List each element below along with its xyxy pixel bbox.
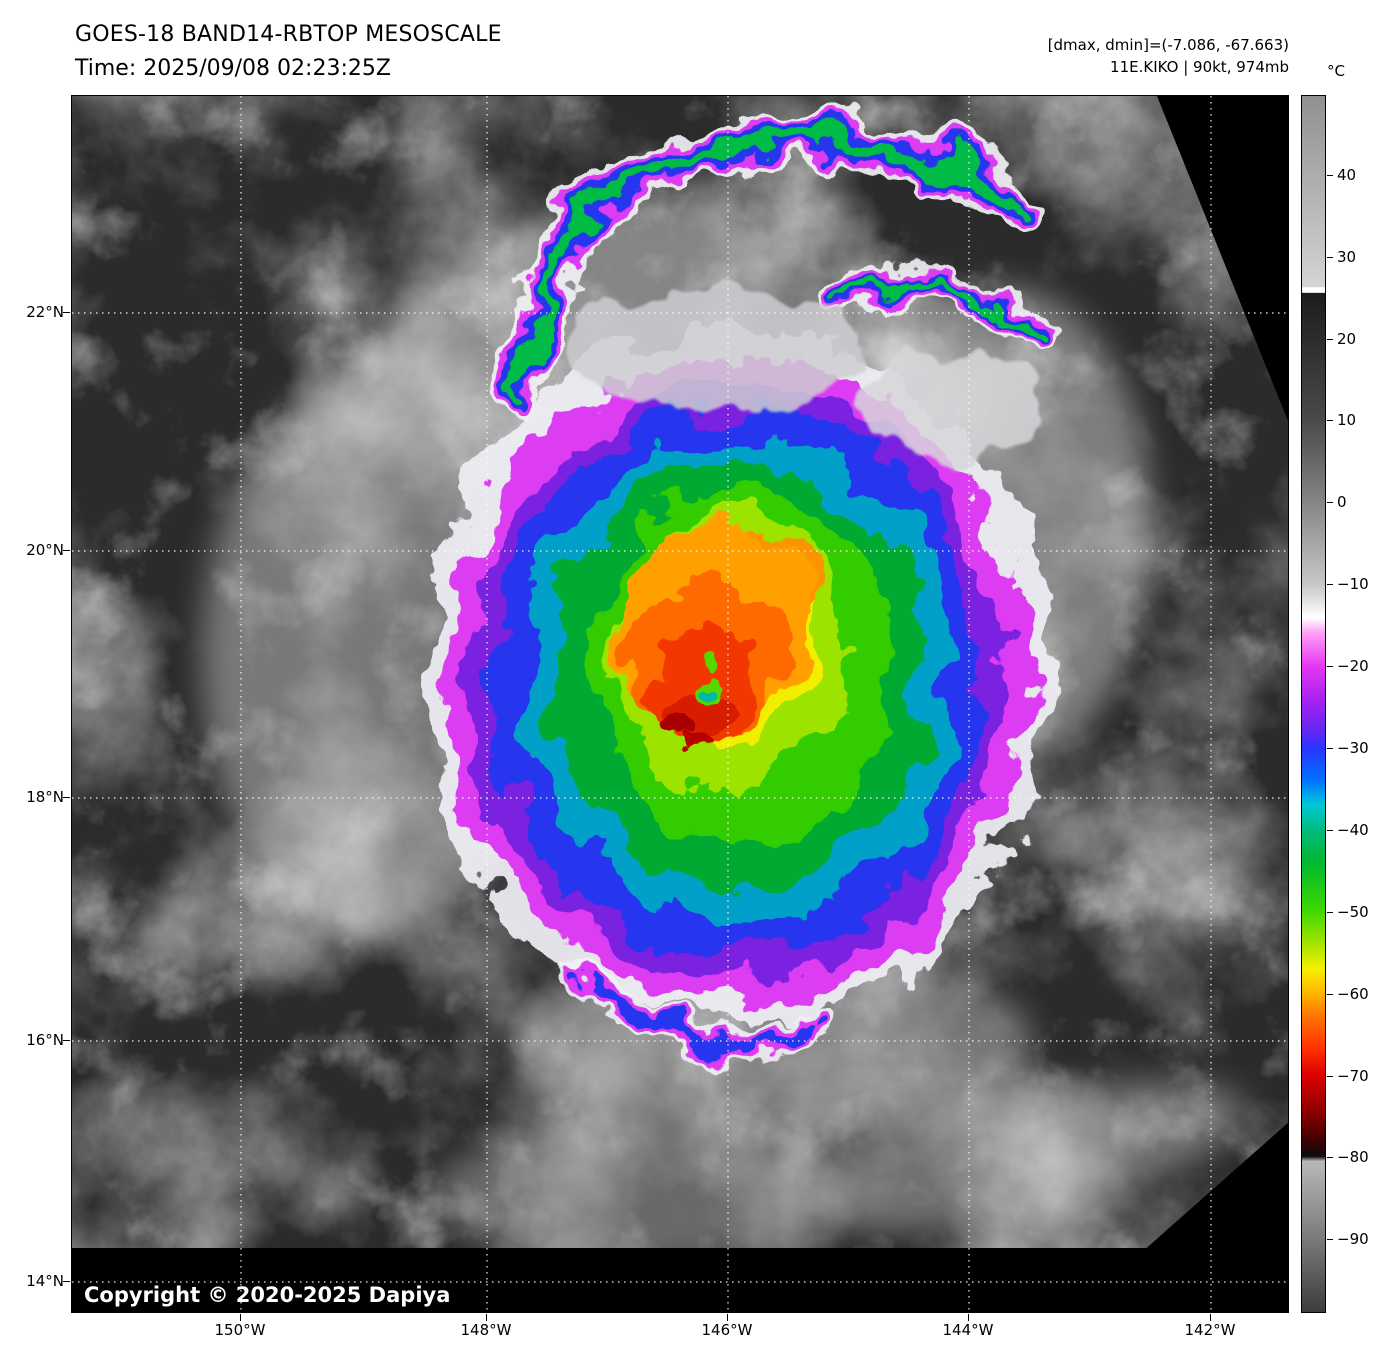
copyright: Copyright © 2020-2025 Dapiya — [84, 1283, 450, 1307]
colorbar-tick — [1327, 420, 1333, 421]
colorbar-unit: °C — [1327, 62, 1345, 80]
colorbar-tick — [1327, 257, 1333, 258]
axis-tick — [63, 797, 70, 798]
lat-label: 18°N — [26, 788, 64, 806]
colorbar-tick-label: −50 — [1337, 903, 1369, 921]
lon-label: 142°W — [1184, 1321, 1236, 1339]
axis-tick — [727, 1314, 728, 1321]
lat-label: 14°N — [26, 1272, 64, 1290]
colorbar-tick — [1327, 584, 1333, 585]
colorbar-tick — [1327, 830, 1333, 831]
colorbar — [1301, 95, 1326, 1313]
colorbar-tick — [1327, 1239, 1333, 1240]
colorbar-tick-label: 20 — [1337, 330, 1357, 348]
axis-tick — [63, 550, 70, 551]
colorbar-tick — [1327, 339, 1333, 340]
lat-label: 20°N — [26, 541, 64, 559]
colorbar-tick-label: −80 — [1337, 1148, 1369, 1166]
axis-tick — [486, 1314, 487, 1321]
storm-readout: 11E.KIKO | 90kt, 974mb — [1110, 58, 1289, 76]
colorbar-tick-label: −30 — [1337, 739, 1369, 757]
dmax-dmin-readout: [dmax, dmin]=(-7.086, -67.663) — [1047, 36, 1289, 54]
lat-label: 16°N — [26, 1031, 64, 1049]
timestamp: Time: 2025/09/08 02:23:25Z — [75, 56, 391, 81]
cloud-notches — [562, 291, 1047, 461]
colorbar-tick-label: 30 — [1337, 248, 1357, 266]
colorbar-tick — [1327, 666, 1333, 667]
lon-label: 144°W — [942, 1321, 994, 1339]
colorbar-tick — [1327, 912, 1333, 913]
lat-label: 22°N — [26, 303, 64, 321]
colorbar-tick-label: 0 — [1337, 493, 1347, 511]
colorbar-tick-label: −70 — [1337, 1067, 1369, 1085]
graticule — [72, 96, 1288, 1312]
axis-tick — [63, 312, 70, 313]
colorbar-tick — [1327, 1157, 1333, 1158]
colorbar-tick-label: −20 — [1337, 657, 1369, 675]
lon-label: 150°W — [214, 1321, 266, 1339]
colorbar-tick-label: −40 — [1337, 821, 1369, 839]
colorbar-tick — [1327, 994, 1333, 995]
colorbar-tick — [1327, 502, 1333, 503]
colorbar-tick-label: −90 — [1337, 1230, 1369, 1248]
colorbar-tick — [1327, 175, 1333, 176]
colorbar-tick — [1327, 1076, 1333, 1077]
satellite-image: Copyright © 2020-2025 Dapiya — [72, 96, 1288, 1312]
lon-label: 146°W — [701, 1321, 753, 1339]
colorbar-tick-label: −60 — [1337, 985, 1369, 1003]
scan-edge-black — [72, 96, 1288, 1312]
axis-tick — [63, 1281, 70, 1282]
product-title: GOES-18 BAND14-RBTOP MESOSCALE — [75, 22, 502, 47]
axis-tick — [240, 1314, 241, 1321]
map-frame: Copyright © 2020-2025 Dapiya — [71, 95, 1289, 1313]
colorbar-tick-label: 40 — [1337, 166, 1357, 184]
spiral-bands — [498, 117, 1058, 1058]
axis-tick — [63, 1040, 70, 1041]
axis-tick — [1210, 1314, 1211, 1321]
colorbar-tick-label: 10 — [1337, 411, 1357, 429]
colorbar-tick — [1327, 748, 1333, 749]
hurricane — [423, 329, 1047, 1021]
axis-tick — [968, 1314, 969, 1321]
lon-label: 148°W — [460, 1321, 512, 1339]
colorbar-tick-label: −10 — [1337, 575, 1369, 593]
